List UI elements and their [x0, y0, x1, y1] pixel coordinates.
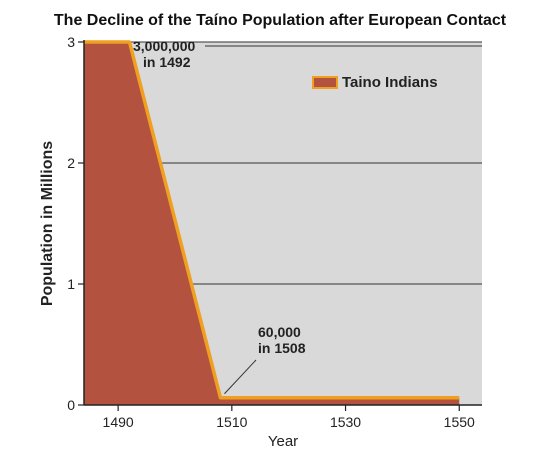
y-tick-label: 2	[67, 155, 75, 171]
annotation-leader-2	[224, 359, 257, 395]
chart-title: The Decline of the Taíno Population afte…	[53, 12, 507, 29]
y-tick-label: 3	[67, 34, 75, 50]
x-tick-label: 1490	[103, 414, 134, 430]
annotation-label: 60,000	[258, 324, 301, 340]
x-tick-label: 1530	[330, 414, 361, 430]
x-tick-label: 1550	[444, 414, 475, 430]
y-tick-label: 0	[67, 397, 75, 413]
x-axis-label: Year	[268, 433, 298, 450]
annotation-label: in 1492	[143, 54, 191, 70]
legend-label: Taino Indians	[342, 74, 438, 91]
annotation-label: 3,000,000	[133, 38, 195, 54]
annotation-label: in 1508	[258, 340, 306, 356]
y-axis-label: Population in Millions	[39, 141, 56, 306]
series-line-0	[84, 40, 460, 400]
x-tick-label: 1510	[216, 414, 247, 430]
legend-swatch	[312, 76, 338, 89]
y-tick-label: 1	[67, 276, 75, 292]
series-area-0	[84, 42, 460, 405]
